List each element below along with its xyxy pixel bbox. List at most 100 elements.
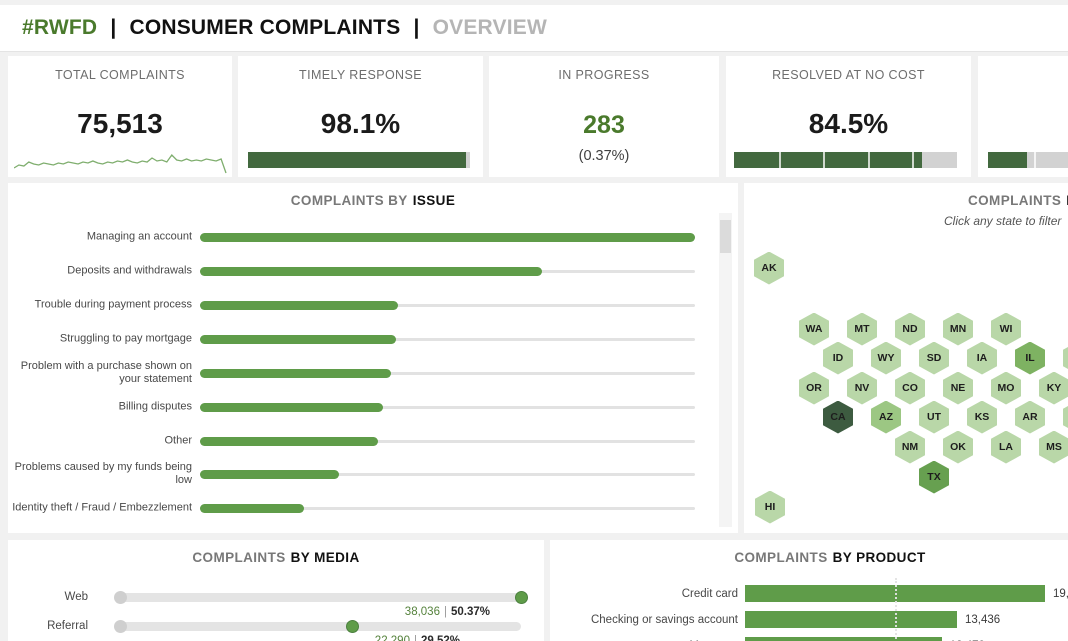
issue-category-label: Billing disputes bbox=[118, 400, 192, 413]
panel-complaints-by-media: COMPLAINTS BY MEDIA Web 38,036 | 50.37% Refer… bbox=[8, 540, 544, 641]
state-hex-in[interactable]: IN bbox=[1063, 341, 1068, 375]
kpi-value: 283 bbox=[583, 111, 625, 139]
state-panel-title: COMPLAINTS BY STATE bbox=[968, 193, 1068, 208]
issue-bar[interactable] bbox=[200, 300, 398, 310]
state-hex-ky[interactable]: KY bbox=[1039, 371, 1068, 405]
issue-scrollbar-track[interactable] bbox=[719, 213, 732, 527]
media-value-label: 22,290 | 29.52% bbox=[375, 635, 460, 641]
issue-bar[interactable] bbox=[200, 503, 304, 513]
state-hex-mo[interactable]: MO bbox=[991, 371, 1021, 405]
issue-category-label: Managing an account bbox=[86, 230, 192, 243]
state-hex-tn[interactable]: TN bbox=[1063, 400, 1068, 434]
issue-category-label: Identity theft / Fraud / Embezzlement bbox=[12, 501, 192, 514]
state-hex-nv[interactable]: NV bbox=[847, 371, 877, 405]
kpi-title: TIMELY RESPONSE bbox=[299, 68, 422, 82]
state-hex-ca[interactable]: CA bbox=[823, 400, 853, 434]
progress-tick bbox=[778, 152, 781, 168]
issue-category-label: Deposits and withdrawals bbox=[67, 264, 192, 277]
kpi-title: TOTAL COMPLAINTS bbox=[55, 68, 185, 82]
media-value-dot[interactable] bbox=[346, 620, 360, 633]
dashboard-header: #RWFD | CONSUMER COMPLAINTS | OVERVIEW bbox=[0, 5, 1068, 52]
product-panel-title: COMPLAINTS BY PRODUCT bbox=[550, 550, 1068, 565]
media-track bbox=[115, 622, 521, 631]
media-start-cap bbox=[114, 620, 127, 633]
issue-bar[interactable] bbox=[200, 266, 542, 276]
product-category-label: Credit card bbox=[681, 588, 738, 600]
state-hex-tx[interactable]: TX bbox=[919, 460, 949, 494]
issue-bar[interactable] bbox=[200, 368, 391, 378]
partial-progress-bar bbox=[988, 152, 1068, 168]
media-value-dot[interactable] bbox=[514, 591, 528, 604]
state-hex-ar[interactable]: AR bbox=[1015, 400, 1045, 434]
media-value-divider: | bbox=[443, 606, 447, 618]
state-hex-il[interactable]: IL bbox=[1015, 341, 1045, 375]
issue-category-label: Problems caused by my funds being low bbox=[14, 461, 192, 486]
state-hex-nm[interactable]: NM bbox=[895, 430, 925, 464]
kpi-value: 98.1% bbox=[320, 108, 401, 139]
product-reference-line bbox=[895, 578, 897, 641]
state-hex-ne[interactable]: NE bbox=[943, 371, 973, 405]
issue-bar-track bbox=[200, 472, 695, 476]
page-title-view: OVERVIEW bbox=[432, 16, 547, 39]
media-category-label: Referral bbox=[47, 620, 88, 632]
title-gray: COMPLAINTS bbox=[734, 550, 828, 565]
issue-bar-track bbox=[200, 337, 695, 341]
state-hex-ks[interactable]: KS bbox=[967, 400, 997, 434]
issue-bar[interactable] bbox=[200, 469, 339, 479]
state-hex-mn[interactable]: MN bbox=[943, 312, 973, 346]
issue-bar[interactable] bbox=[200, 436, 379, 446]
issue-bar-track bbox=[200, 506, 695, 510]
state-hex-az[interactable]: AZ bbox=[871, 400, 901, 434]
page-title-hashtag: #RWFD bbox=[22, 16, 98, 39]
progress-fill bbox=[248, 152, 466, 168]
progress-tick bbox=[823, 152, 826, 168]
title-separator: | bbox=[413, 16, 420, 39]
state-hex-ia[interactable]: IA bbox=[967, 341, 997, 375]
title-bold: ISSUE bbox=[412, 193, 456, 208]
product-bar[interactable] bbox=[745, 611, 957, 628]
issue-category-label: Other bbox=[164, 434, 192, 447]
state-hex-wi[interactable]: WI bbox=[991, 312, 1021, 346]
product-bar[interactable] bbox=[745, 585, 1045, 602]
issue-scrollbar-thumb[interactable] bbox=[720, 220, 731, 253]
product-bar[interactable] bbox=[745, 637, 942, 641]
progress-tick bbox=[912, 152, 915, 168]
kpi-value: 84.5% bbox=[808, 108, 889, 139]
kpi-title: IN PROGRESS bbox=[558, 68, 650, 82]
state-hex-ok[interactable]: OK bbox=[943, 430, 973, 464]
panel-complaints-by-state: COMPLAINTS BY STATE Click any state to fi… bbox=[744, 183, 1068, 533]
media-category-label: Web bbox=[64, 591, 88, 603]
issue-bar[interactable] bbox=[200, 334, 396, 344]
kpi-value: 75,513 bbox=[77, 108, 163, 139]
issue-bar[interactable] bbox=[200, 402, 384, 412]
state-hex-co[interactable]: CO bbox=[895, 371, 925, 405]
state-hex-id[interactable]: ID bbox=[823, 341, 853, 375]
kpi-card-timely-response: TIMELY RESPONSE 98.1% bbox=[238, 56, 483, 177]
state-hex-ak[interactable]: AK bbox=[754, 251, 784, 285]
issue-category-label: Struggling to pay mortgage bbox=[59, 332, 192, 345]
kpi-title: RESOLVED AT NO COST bbox=[772, 68, 925, 82]
state-hex-ms[interactable]: MS bbox=[1039, 430, 1068, 464]
media-track bbox=[115, 593, 521, 602]
issue-bar-track bbox=[200, 405, 695, 409]
state-hex-sd[interactable]: SD bbox=[919, 341, 949, 375]
state-hex-la[interactable]: LA bbox=[991, 430, 1021, 464]
kpi-card-total-complaints: TOTAL COMPLAINTS 75,513 bbox=[8, 56, 232, 177]
media-panel-title: COMPLAINTS BY MEDIA bbox=[8, 550, 544, 565]
state-hex-mt[interactable]: MT bbox=[847, 312, 877, 346]
state-hex-nd[interactable]: ND bbox=[895, 312, 925, 346]
panel-complaints-by-product: COMPLAINTS BY PRODUCT Credit card 19, Check… bbox=[550, 540, 1068, 641]
issue-category-label: Problem with a purchase shown on your st… bbox=[20, 360, 192, 385]
title-gray: COMPLAINTS bbox=[192, 550, 286, 565]
state-hex-wy[interactable]: WY bbox=[871, 341, 901, 375]
timely-response-progress-bar bbox=[248, 152, 470, 168]
title-bold: BY STATE bbox=[1066, 193, 1068, 208]
media-value-percent: 50.37% bbox=[450, 606, 490, 618]
kpi-card-in-progress: IN PROGRESS 283 (0.37%) bbox=[489, 56, 719, 177]
state-hex-hi[interactable]: HI bbox=[755, 490, 785, 524]
issue-bar[interactable] bbox=[200, 232, 695, 242]
state-hex-or[interactable]: OR bbox=[799, 371, 829, 405]
state-hex-ut[interactable]: UT bbox=[919, 400, 949, 434]
state-hex-wa[interactable]: WA bbox=[799, 312, 829, 346]
